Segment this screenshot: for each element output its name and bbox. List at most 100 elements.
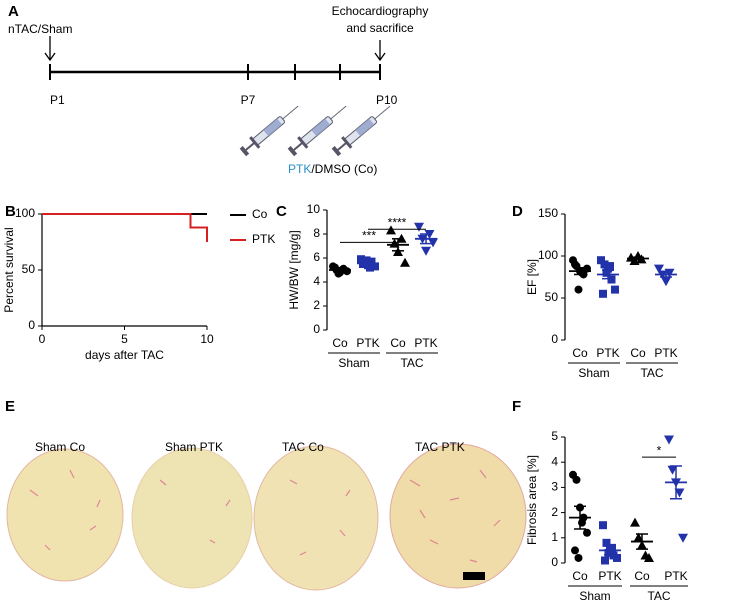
data-point bbox=[661, 277, 671, 287]
treatment-label: PTK/DMSO (Co) bbox=[288, 162, 377, 176]
data-point bbox=[386, 225, 396, 235]
y-tick-label: 0 bbox=[28, 318, 35, 332]
data-point bbox=[602, 268, 611, 277]
x-tick-label: PTK bbox=[596, 346, 619, 360]
data-point bbox=[597, 256, 605, 265]
data-point bbox=[599, 521, 607, 530]
data-point bbox=[578, 268, 586, 277]
y-tick-label: 50 bbox=[22, 262, 36, 276]
y-tick-label: 2 bbox=[551, 505, 558, 519]
data-point bbox=[678, 533, 688, 543]
image-caption: Sham PTK bbox=[165, 440, 223, 454]
data-point bbox=[400, 257, 410, 267]
group-label: TAC bbox=[400, 356, 423, 370]
scale-bar bbox=[463, 572, 485, 580]
significance-label: **** bbox=[388, 215, 407, 229]
day-label: P1 bbox=[50, 93, 65, 107]
data-point bbox=[571, 260, 579, 269]
day-label: P7 bbox=[241, 93, 256, 107]
y-tick-label: 100 bbox=[15, 206, 35, 220]
y-tick-label: 8 bbox=[313, 226, 320, 240]
y-tick-label: 6 bbox=[313, 250, 320, 264]
y-tick-label: 150 bbox=[538, 206, 558, 220]
y-tick-label: 2 bbox=[313, 298, 320, 312]
day-label: P10 bbox=[376, 93, 398, 107]
data-point bbox=[371, 262, 379, 271]
image-caption: Sham Co bbox=[35, 440, 85, 454]
group-label: Sham bbox=[578, 366, 609, 380]
data-point bbox=[613, 553, 621, 562]
y-tick-label: 5 bbox=[551, 429, 558, 443]
y-tick-label: 10 bbox=[307, 202, 321, 216]
data-point bbox=[608, 543, 616, 552]
data-point bbox=[574, 285, 583, 294]
group-label: TAC bbox=[647, 589, 670, 603]
data-point bbox=[611, 285, 619, 294]
y-tick-label: 4 bbox=[551, 454, 558, 468]
significance-label: * bbox=[657, 443, 662, 457]
data-point bbox=[674, 488, 685, 498]
x-tick-label: 0 bbox=[39, 332, 46, 346]
panel-label: B bbox=[5, 203, 16, 220]
histology-images bbox=[6, 443, 527, 591]
group-label: Sham bbox=[579, 589, 610, 603]
x-tick-label: Co bbox=[332, 336, 348, 350]
start-label: nTAC/Sham bbox=[8, 22, 72, 36]
data-point bbox=[366, 263, 374, 272]
y-tick-label: 0 bbox=[313, 322, 320, 336]
timeline-ticks bbox=[49, 64, 381, 80]
y-tick-label: 0 bbox=[551, 332, 558, 346]
treatment-control: /DMSO (Co) bbox=[311, 162, 377, 176]
treatment-drug: PTK bbox=[288, 162, 311, 176]
group-label: TAC bbox=[640, 366, 663, 380]
data-point bbox=[606, 262, 614, 271]
x-tick-label: Co bbox=[572, 346, 588, 360]
x-axis-label: days after TAC bbox=[85, 348, 164, 362]
data-point bbox=[604, 548, 613, 557]
data-point bbox=[664, 268, 675, 278]
group-label: Sham bbox=[338, 356, 369, 370]
y-tick-label: 100 bbox=[538, 248, 558, 262]
legend-label: Co bbox=[252, 207, 268, 221]
data-point bbox=[602, 538, 611, 547]
panel-label: A bbox=[8, 3, 19, 20]
x-tick-label: PTK bbox=[414, 336, 437, 350]
image-caption: TAC PTK bbox=[415, 440, 465, 454]
syringes bbox=[237, 99, 396, 159]
y-tick-label: 3 bbox=[551, 480, 558, 494]
image-caption: TAC Co bbox=[282, 440, 324, 454]
data-point bbox=[630, 517, 640, 527]
x-tick-label: PTK bbox=[356, 336, 379, 350]
data-point bbox=[601, 556, 609, 565]
x-tick-label: Co bbox=[572, 569, 588, 583]
end-label: Echocardiography bbox=[332, 4, 429, 18]
x-tick-label: Co bbox=[630, 346, 646, 360]
x-tick-label: Co bbox=[390, 336, 406, 350]
y-tick-label: 1 bbox=[551, 530, 558, 544]
data-point bbox=[607, 275, 616, 284]
data-point bbox=[362, 256, 371, 265]
data-point bbox=[574, 553, 583, 562]
significance-label: *** bbox=[362, 229, 376, 243]
y-tick-label: 50 bbox=[545, 290, 559, 304]
panel-label: D bbox=[512, 203, 523, 220]
data-point bbox=[633, 532, 644, 542]
x-tick-label: 5 bbox=[121, 332, 128, 346]
data-point bbox=[421, 246, 431, 256]
data-point bbox=[571, 546, 579, 555]
survival-line bbox=[42, 213, 208, 242]
x-tick-label: Co bbox=[634, 569, 650, 583]
data-point bbox=[644, 552, 654, 562]
data-point bbox=[428, 238, 438, 248]
data-point bbox=[654, 264, 664, 274]
data-point bbox=[600, 260, 609, 269]
panel-label: C bbox=[276, 203, 287, 220]
x-tick-label: PTK bbox=[664, 569, 687, 583]
panel-label: F bbox=[512, 398, 521, 415]
data-point bbox=[583, 528, 591, 537]
y-tick-label: 4 bbox=[313, 274, 320, 288]
data-point bbox=[664, 435, 674, 445]
x-tick-label: 10 bbox=[200, 332, 214, 346]
data-point bbox=[578, 518, 586, 527]
y-axis-label: HW/BW [mg/g] bbox=[287, 230, 301, 309]
